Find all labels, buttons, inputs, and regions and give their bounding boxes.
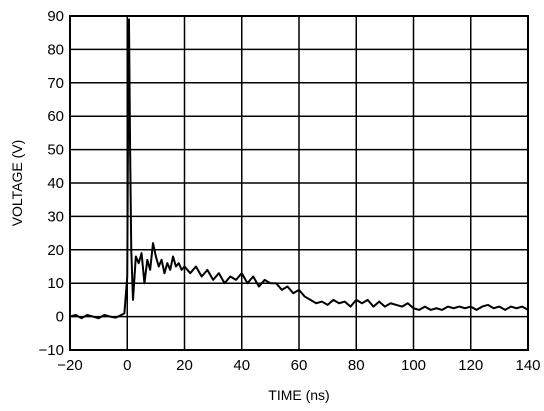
x-tick-label: 100 bbox=[401, 357, 426, 374]
y-tick-label: 50 bbox=[47, 142, 64, 159]
y-tick-label: −10 bbox=[39, 342, 64, 359]
y-axis-label: VOLTAGE (V) bbox=[9, 140, 25, 227]
x-tick-labels: −20 0 20 40 60 80 100 120 140 bbox=[57, 357, 540, 374]
y-tick-label: 30 bbox=[47, 208, 64, 225]
x-axis-label: TIME (ns) bbox=[268, 387, 329, 403]
y-tick-label: 10 bbox=[47, 275, 64, 292]
x-tick-label: 120 bbox=[458, 357, 483, 374]
x-tick-label: 140 bbox=[515, 357, 540, 374]
y-tick-label: 40 bbox=[47, 175, 64, 192]
y-tick-label: 0 bbox=[56, 309, 64, 326]
y-tick-label: 70 bbox=[47, 75, 64, 92]
y-tick-label: 20 bbox=[47, 242, 64, 259]
x-tick-label: 40 bbox=[233, 357, 250, 374]
x-tick-label: 80 bbox=[348, 357, 365, 374]
x-tick-label: 60 bbox=[291, 357, 308, 374]
y-tick-label: 60 bbox=[47, 108, 64, 125]
x-tick-label: 0 bbox=[123, 357, 131, 374]
y-tick-label: 90 bbox=[47, 8, 64, 25]
series-line bbox=[69, 18, 529, 320]
plot-frame bbox=[69, 15, 529, 351]
x-tick-label: −20 bbox=[57, 357, 82, 374]
y-tick-labels: −10 0 10 20 30 40 50 60 70 80 90 bbox=[39, 8, 64, 359]
x-tick-label: 20 bbox=[176, 357, 193, 374]
grid bbox=[69, 15, 529, 351]
y-tick-label: 80 bbox=[47, 41, 64, 58]
